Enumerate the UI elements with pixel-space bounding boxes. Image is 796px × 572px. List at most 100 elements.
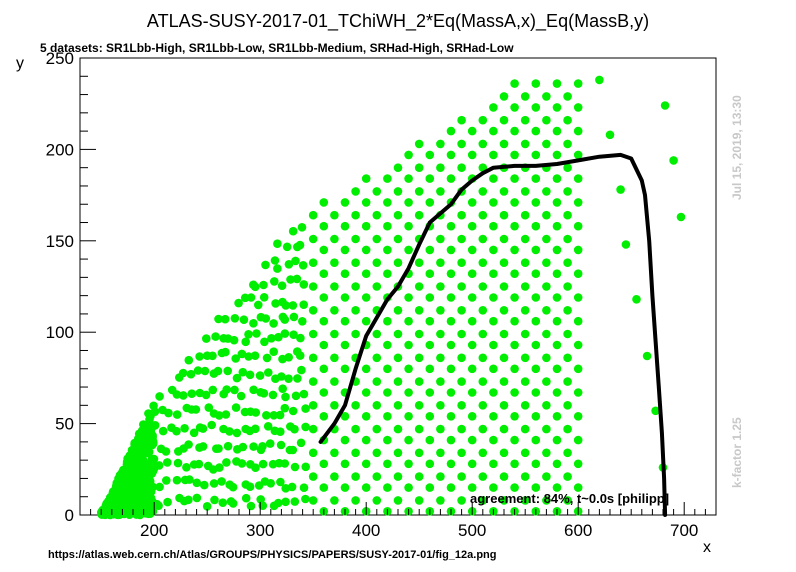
data-point	[280, 403, 290, 413]
data-point	[281, 497, 290, 507]
data-point	[414, 353, 424, 363]
data-point	[478, 472, 488, 481]
data-point	[297, 365, 306, 375]
data-point	[552, 198, 562, 207]
data-point	[144, 509, 153, 519]
data-point	[542, 282, 551, 291]
data-point	[531, 412, 541, 421]
data-point	[563, 234, 572, 244]
data-point	[573, 269, 583, 279]
points-layer	[97, 75, 686, 520]
data-point	[457, 472, 466, 481]
data-point	[457, 424, 466, 434]
data-point	[218, 498, 228, 508]
data-point	[499, 139, 509, 149]
data-point	[383, 435, 392, 445]
data-point	[457, 115, 466, 125]
data-point	[308, 472, 318, 481]
data-point	[229, 335, 239, 345]
data-point	[552, 126, 562, 136]
data-point	[436, 282, 445, 291]
data-point	[288, 445, 298, 455]
data-point	[552, 293, 562, 302]
data-point	[340, 316, 350, 326]
data-point	[489, 364, 498, 374]
data-point	[308, 329, 318, 339]
data-point	[531, 364, 541, 374]
data-point	[414, 163, 424, 172]
data-point	[573, 459, 583, 469]
data-point	[531, 79, 541, 88]
data-point	[520, 424, 530, 434]
data-point	[499, 496, 509, 505]
data-point	[446, 412, 456, 421]
data-point	[467, 412, 477, 421]
data-point	[280, 315, 290, 324]
data-point	[436, 353, 445, 363]
data-point	[552, 483, 562, 492]
data-point	[244, 330, 253, 339]
data-point	[573, 316, 583, 326]
data-point	[383, 198, 392, 207]
data-point	[361, 269, 371, 279]
data-point	[148, 466, 158, 476]
data-point	[510, 198, 519, 207]
data-point	[531, 459, 541, 469]
data-point	[573, 435, 583, 445]
data-point	[201, 390, 211, 400]
data-point	[446, 364, 456, 374]
data-point	[520, 448, 530, 458]
data-point	[520, 329, 530, 339]
data-point	[270, 277, 279, 286]
data-point	[276, 427, 285, 437]
data-point	[299, 483, 309, 493]
data-point	[457, 306, 466, 315]
data-point	[193, 366, 203, 375]
x-axis-label: x	[703, 539, 711, 556]
k-factor-label: k-factor 1.25	[730, 417, 744, 488]
data-point	[542, 115, 551, 125]
data-point	[467, 293, 477, 302]
data-point	[467, 198, 477, 207]
data-point	[189, 428, 199, 438]
data-point	[277, 281, 287, 291]
data-point	[198, 424, 208, 433]
data-point	[319, 198, 329, 207]
data-point	[319, 316, 329, 326]
data-point	[192, 478, 202, 488]
data-point	[510, 221, 519, 231]
data-point	[232, 428, 242, 438]
data-point	[260, 337, 269, 347]
data-point	[276, 440, 286, 450]
data-point	[340, 198, 350, 207]
data-point	[147, 440, 157, 450]
data-point	[351, 282, 360, 291]
data-point	[573, 126, 583, 136]
data-point	[221, 410, 231, 419]
data-point	[293, 374, 302, 383]
data-point	[150, 407, 160, 417]
data-point	[269, 411, 279, 420]
data-point	[531, 269, 541, 279]
data-point	[446, 269, 456, 279]
data-point	[127, 482, 137, 492]
data-point	[573, 150, 583, 160]
data-point	[251, 463, 260, 473]
data-point	[351, 210, 360, 220]
data-point	[404, 340, 413, 350]
data-point	[222, 458, 231, 467]
data-point	[154, 501, 163, 511]
data-point	[414, 258, 424, 268]
data-point	[520, 187, 530, 196]
data-point	[121, 508, 131, 517]
data-point	[425, 388, 435, 397]
data-point	[330, 472, 339, 481]
data-point	[264, 368, 273, 377]
data-point	[287, 482, 297, 492]
data-point	[351, 424, 360, 434]
data-point	[258, 459, 268, 469]
data-point	[298, 317, 307, 326]
data-point	[277, 372, 286, 381]
data-point	[184, 440, 193, 449]
data-point	[330, 258, 339, 268]
